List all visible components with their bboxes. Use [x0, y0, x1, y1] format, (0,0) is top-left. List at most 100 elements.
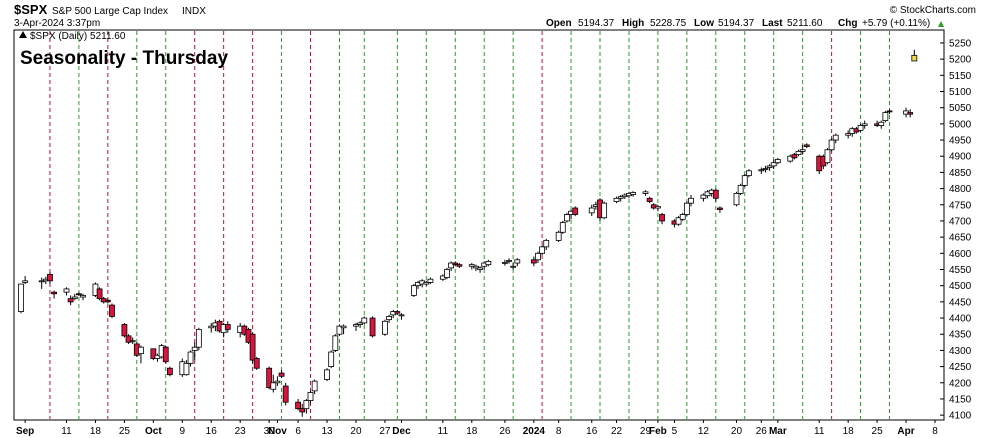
candle-body	[766, 165, 773, 168]
candle-body	[506, 260, 512, 262]
y-tick-label: 4450	[949, 297, 972, 308]
candle-body	[824, 149, 831, 164]
candle-body	[539, 246, 546, 254]
x-tick-label: 12	[698, 426, 710, 437]
candle-body	[745, 170, 752, 177]
candle-body	[642, 191, 649, 194]
x-tick-label: 29	[640, 426, 652, 437]
candle-body	[303, 400, 310, 410]
header-exchange: INDX	[182, 6, 206, 17]
up-triangle-icon	[938, 21, 944, 27]
candle-body	[758, 169, 765, 172]
thursday-lines	[49, 31, 891, 419]
candle-body	[249, 333, 256, 361]
candle-body	[270, 382, 277, 390]
candle-body	[187, 351, 194, 364]
watermark: © StockCharts.com	[890, 5, 976, 16]
x-tick-label: Mar	[769, 426, 787, 437]
plot-frame	[13, 29, 945, 421]
candle-body	[510, 265, 517, 268]
candle-body	[444, 269, 450, 278]
x-tick-label: 18	[466, 426, 478, 437]
candle-body	[71, 296, 78, 300]
candle-body	[911, 54, 918, 62]
candle-body	[208, 325, 215, 329]
x-tick-label: 26	[499, 426, 511, 437]
candle-body	[613, 197, 620, 202]
last-label: Last	[762, 18, 783, 29]
y-tick-label: 4900	[949, 152, 972, 163]
candle-body	[299, 408, 306, 413]
candle-body	[109, 304, 115, 317]
candle-body	[47, 273, 53, 282]
chg-label: Chg	[838, 18, 857, 29]
candle-body	[737, 184, 744, 194]
candle-body	[803, 144, 810, 147]
candle-body	[369, 317, 376, 337]
y-tick-label: 4550	[949, 265, 972, 276]
candle-body	[394, 311, 401, 314]
candle-body	[324, 369, 330, 380]
candle-body	[655, 205, 661, 209]
y-axis: 4100 4150 4200 4250 4300 4350 4400 4450 4500 4550…	[940, 38, 972, 422]
x-tick-label: 5	[672, 426, 678, 437]
candle-body	[150, 348, 157, 359]
candle-body	[67, 298, 74, 303]
y-tick-label: 4950	[949, 136, 972, 147]
candle-body	[878, 121, 885, 126]
candle-body	[795, 150, 802, 156]
y-tick-label: 4850	[949, 168, 972, 179]
x-tick-label: 16	[206, 426, 218, 437]
y-tick-label: 5250	[949, 38, 972, 49]
candle-body	[733, 193, 740, 206]
candle-body	[191, 346, 198, 351]
x-tick-label: 6	[295, 426, 301, 437]
candle-body	[336, 325, 343, 335]
header-symbol: $SPX	[14, 2, 48, 17]
candle-body	[295, 401, 301, 410]
x-tick-label: Nov	[268, 426, 287, 437]
x-tick-label: 8	[932, 426, 938, 437]
x-tick-label: Apr	[897, 426, 914, 437]
x-tick-label: 22	[611, 426, 623, 437]
y-tick-label: 5150	[949, 71, 972, 82]
candle-body	[741, 175, 748, 186]
candle-body	[828, 139, 835, 151]
candle-body	[266, 367, 273, 389]
candle-body	[195, 328, 202, 348]
x-tick-label: Sep	[16, 426, 34, 437]
candle-body	[535, 252, 541, 261]
x-tick-label: 18	[843, 426, 855, 437]
low-value: 5194.37	[718, 18, 755, 29]
candle-body	[882, 112, 889, 122]
x-tick-label: 8	[556, 426, 562, 437]
candle-body	[787, 155, 794, 162]
x-tick-label: 26	[756, 426, 768, 437]
x-tick-label: 30	[264, 426, 276, 437]
x-tick-label: 20	[350, 426, 362, 437]
candle-body	[340, 325, 347, 329]
candle-body	[138, 346, 144, 355]
header-index-name: S&P 500 Large Cap Index	[52, 6, 168, 17]
candle-body	[617, 196, 624, 199]
candle-body	[530, 259, 537, 264]
candle-body	[278, 372, 285, 377]
x-tick-label: 9	[180, 426, 186, 437]
last-value: 5211.60	[787, 18, 823, 29]
candle-body	[501, 261, 508, 264]
candle-body	[572, 207, 579, 215]
y-tick-label: 5000	[949, 119, 972, 130]
candle-body	[688, 197, 694, 204]
candle-body	[675, 217, 682, 225]
chg-value: +5.79 (+0.11%)	[862, 18, 930, 29]
candle-body	[791, 154, 798, 159]
y-tick-label: 4100	[949, 411, 972, 422]
y-tick-label: 4200	[949, 378, 972, 389]
candle-body	[382, 320, 388, 335]
y-tick-label: 4250	[949, 362, 972, 373]
candle-body	[18, 283, 24, 312]
candle-body	[468, 264, 475, 267]
open-label: Open	[546, 18, 572, 29]
candle-body	[427, 278, 434, 283]
